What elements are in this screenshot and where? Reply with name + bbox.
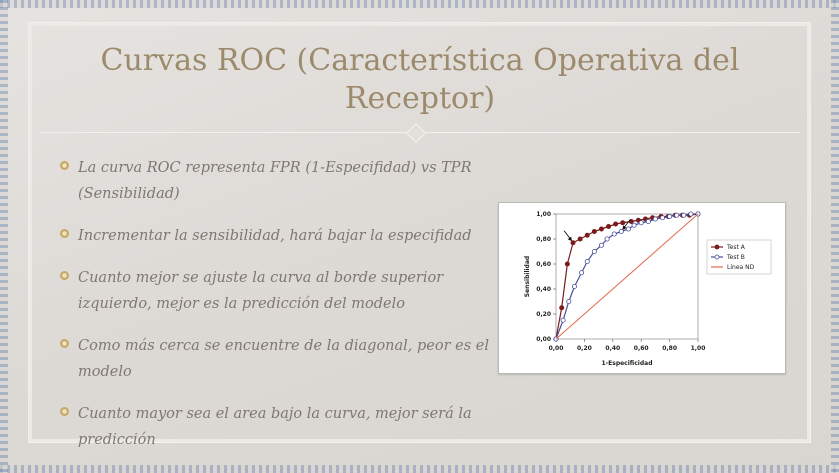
x-tick-label: 0,40	[605, 345, 620, 352]
data-point	[584, 232, 590, 238]
x-tick-label: 0,60	[634, 345, 649, 352]
slide-frame	[28, 22, 811, 443]
roc-chart-svg: 0,00 0,20 0,40 0,60 0,80 1,00 0,00 0,20 0,40 0,60…	[524, 211, 772, 367]
data-point	[598, 242, 604, 248]
data-point	[611, 231, 617, 237]
legend-label: Test B	[726, 254, 745, 261]
data-point	[560, 317, 566, 323]
data-point	[566, 299, 572, 305]
data-point	[577, 236, 583, 242]
data-point	[659, 215, 665, 221]
data-point	[584, 259, 590, 265]
data-point	[625, 226, 631, 232]
bullet-text: Como más cerca se encuentre de la diagon…	[78, 338, 490, 380]
data-point	[591, 228, 597, 234]
data-point	[652, 216, 658, 222]
bullet-list: La curva ROC representa FPR (1-Especifid…	[60, 155, 500, 469]
legend-box	[706, 239, 772, 275]
bullet-dot-icon	[60, 339, 69, 348]
bullet-dot-icon	[60, 271, 69, 280]
x-tick-label: 1,00	[691, 345, 706, 352]
bullet-item: Como más cerca se encuentre de la diagon…	[60, 333, 500, 385]
data-point	[591, 249, 597, 255]
data-point	[564, 261, 570, 267]
data-point	[674, 212, 680, 218]
bullet-item: Cuanto mayor sea el area bajo la curva, …	[60, 401, 500, 453]
y-tick-label: 0,80	[536, 236, 551, 243]
bullet-text: Cuanto mejor se ajuste la curva al borde…	[78, 270, 444, 312]
data-point	[606, 223, 612, 229]
data-point	[618, 228, 624, 234]
bullet-text: La curva ROC representa FPR (1-Especifid…	[78, 160, 472, 202]
slide-title: Curvas ROC (Característica Operativa del…	[100, 43, 740, 116]
y-tick-label: 0,20	[536, 311, 551, 318]
data-point	[559, 305, 565, 311]
data-point	[579, 270, 585, 276]
data-point	[638, 220, 644, 226]
y-tick-label: 1,00	[536, 211, 551, 218]
legend-label: Test A	[726, 244, 746, 251]
data-point	[598, 226, 604, 232]
annotation-arrow-icon	[567, 236, 572, 242]
decorative-border-bottom	[0, 465, 839, 473]
bullet-text: Cuanto mayor sea el area bajo la curva, …	[78, 406, 472, 448]
roc-chart: 0,00 0,20 0,40 0,60 0,80 1,00 0,00 0,20 0,40 0,60…	[498, 202, 786, 374]
bullet-item: Incrementar la sensibilidad, hará bajar …	[60, 223, 500, 249]
x-tick-label: 0,80	[662, 345, 677, 352]
y-tick-label: 0,40	[536, 286, 551, 293]
data-point	[645, 218, 651, 224]
data-point	[681, 212, 687, 218]
bullet-dot-icon	[60, 407, 69, 416]
data-point	[570, 240, 576, 246]
legend-marker	[714, 244, 720, 250]
bullet-dot-icon	[60, 229, 69, 238]
data-point	[604, 236, 610, 242]
bullet-item: La curva ROC representa FPR (1-Especifid…	[60, 155, 500, 207]
decorative-border-top	[0, 0, 839, 8]
x-tick-label: 0,00	[549, 345, 564, 352]
data-point	[631, 222, 637, 228]
plot-area	[555, 213, 699, 340]
data-point	[688, 211, 694, 217]
data-point	[667, 213, 673, 219]
x-tick-label: 0,20	[577, 345, 592, 352]
y-tick-label: 0,00	[536, 336, 551, 343]
annotation-arrow-icon	[622, 225, 627, 230]
legend-marker	[714, 254, 720, 260]
y-axis-label: Sensibilidad	[524, 256, 531, 297]
series-line-linea-nd	[555, 213, 699, 340]
data-point	[571, 284, 577, 290]
decorative-border-left	[0, 0, 8, 473]
x-axis-label: 1-Especificidad	[601, 360, 652, 367]
legend-label: Línea ND	[727, 264, 755, 271]
decorative-border-right	[831, 0, 839, 473]
bullet-text: Incrementar la sensibilidad, hará bajar …	[78, 228, 472, 244]
bullet-dot-icon	[60, 161, 69, 170]
series-line-test-b	[555, 213, 698, 340]
y-tick-label: 0,60	[536, 261, 551, 268]
bullet-item: Cuanto mejor se ajuste la curva al borde…	[60, 265, 500, 317]
data-point	[613, 221, 619, 227]
data-point	[620, 220, 626, 226]
